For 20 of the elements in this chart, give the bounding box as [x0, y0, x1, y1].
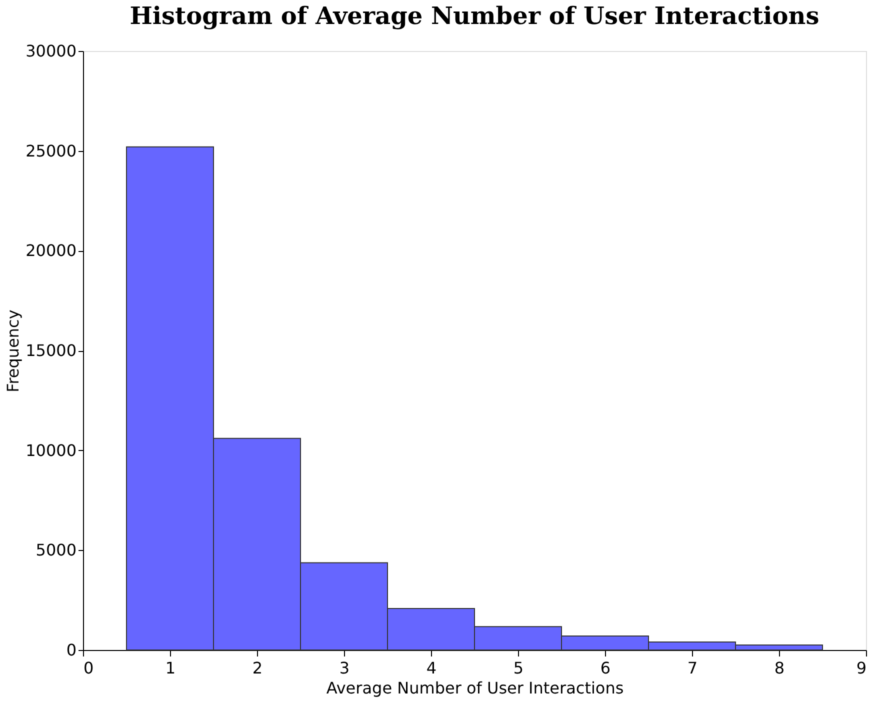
x-tick-label: 4: [426, 658, 437, 678]
y-tick-label: 15000: [26, 341, 76, 360]
y-tick-label: 20000: [26, 241, 76, 260]
x-axis-title: Average Number of User Interactions: [326, 678, 624, 698]
x-tick-label: 6: [600, 658, 611, 678]
y-tick-label: 30000: [26, 42, 76, 60]
y-tick-label: 5000: [36, 540, 76, 560]
x-tick-label: 1: [165, 658, 176, 678]
x-tick-label: 5: [513, 658, 524, 678]
x-tick-label: 9: [856, 658, 866, 678]
x-tick-label: 7: [687, 658, 698, 678]
x-tick-label: 8: [774, 658, 785, 678]
chart-title: Histogram of Average Number of User Interactions: [130, 1, 820, 30]
y-axis-title: Frequency: [4, 310, 23, 392]
x-tick-label: 2: [252, 658, 263, 678]
y-tick-label: 10000: [26, 440, 76, 460]
x-tick-label: 3: [339, 658, 350, 678]
y-tick-label: 0: [66, 640, 76, 660]
x-tick-label: 0: [84, 658, 94, 678]
y-tick-label: 25000: [26, 141, 76, 160]
